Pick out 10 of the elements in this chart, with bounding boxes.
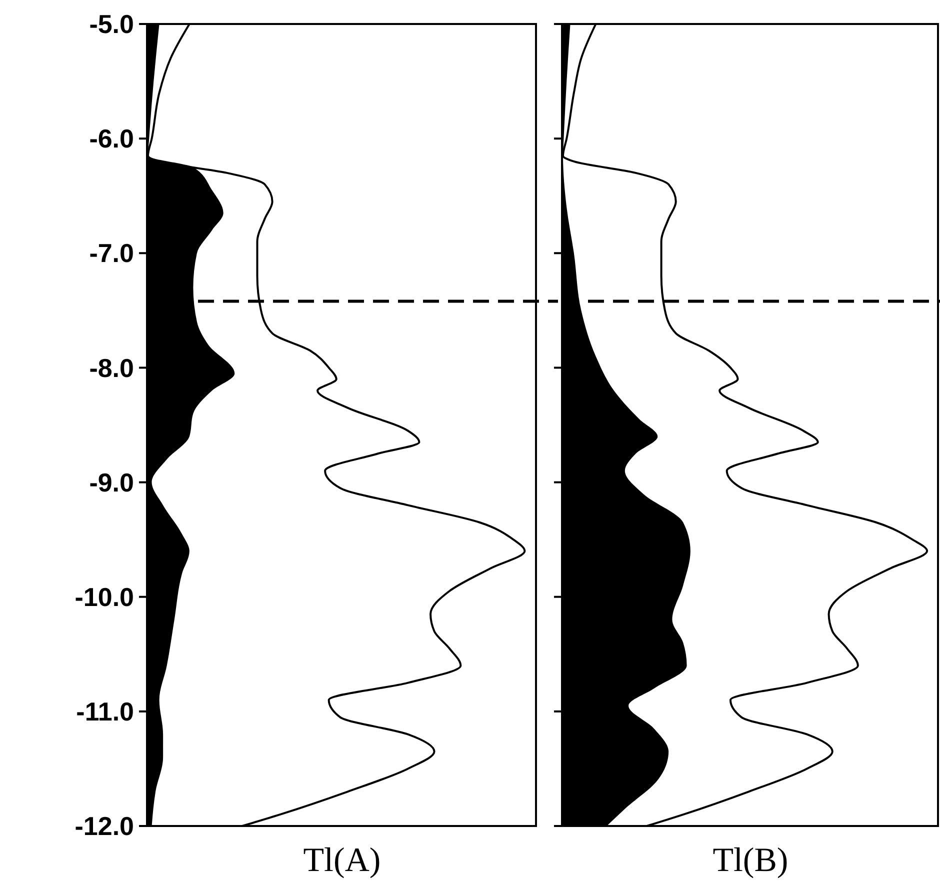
y-tick-label: -12.0 — [74, 811, 134, 842]
y-tick-label: -8.0 — [89, 352, 134, 383]
y-tick-label: -6.0 — [89, 124, 134, 154]
y-tick-label: -7.0 — [89, 238, 134, 268]
y-tick-label: -11.0 — [76, 696, 134, 727]
y-tick-label: -5.0 — [89, 9, 134, 40]
y-tick-label: -10.0 — [74, 582, 134, 612]
x-axis-title: Tl(B) — [712, 842, 788, 879]
y-tick-label: -9.0 — [89, 467, 134, 498]
x-axis-title: Tl(A) — [303, 842, 381, 879]
